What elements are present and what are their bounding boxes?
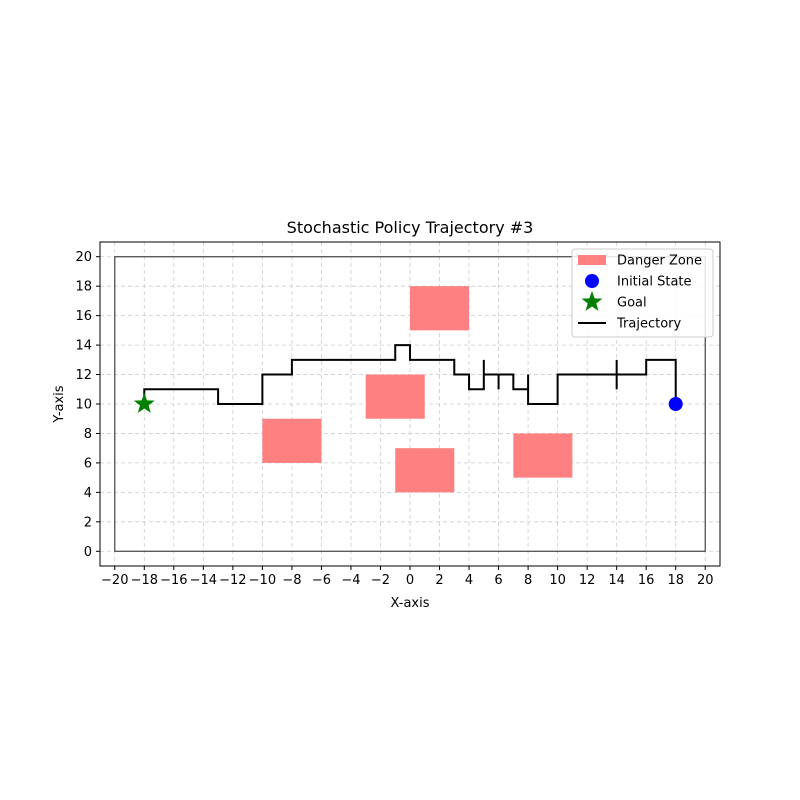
x-tick-label: 2 — [435, 573, 443, 588]
trajectory-layer — [143, 344, 677, 405]
x-tick-label: −18 — [131, 573, 158, 588]
danger-zone — [262, 418, 322, 463]
danger-zones-layer — [262, 286, 573, 493]
y-tick-label: 4 — [84, 486, 92, 501]
y-tick-label: 10 — [75, 398, 92, 413]
legend-label: Trajectory — [616, 317, 681, 332]
legend-goal-swatch — [581, 291, 603, 311]
y-tick-label: 0 — [84, 545, 92, 560]
markers-layer — [133, 393, 683, 413]
y-tick-label: 20 — [75, 250, 92, 265]
x-tick-label: 6 — [494, 573, 502, 588]
x-tick-label: 8 — [524, 573, 532, 588]
y-tick-label: 14 — [75, 339, 92, 354]
legend-initial-state-swatch — [585, 274, 599, 288]
environment-boundary — [114, 256, 706, 552]
legend-box — [571, 248, 714, 338]
x-tick-label: −2 — [371, 573, 390, 588]
x-tick-label: −12 — [219, 573, 246, 588]
x-ticks: −20 −18 −16 −14 −12 −10 −8 −6 −4 −2 0 2 4 6 8 10 12 14 16 1… — [101, 566, 714, 588]
y-axis-label: Y-axis — [52, 385, 67, 423]
x-tick-label: 20 — [697, 573, 714, 588]
x-tick-label: −4 — [341, 573, 360, 588]
x-tick-label: 18 — [667, 573, 684, 588]
legend: Danger Zone Initial State Goal Trajectory — [571, 248, 714, 338]
initial-state-marker — [668, 397, 683, 411]
danger-zone — [513, 433, 573, 478]
y-tick-label: 2 — [84, 515, 92, 530]
x-tick-label: 12 — [579, 573, 596, 588]
legend-danger-zone-swatch — [578, 255, 606, 265]
legend-label: Danger Zone — [617, 254, 702, 269]
x-tick-label: −16 — [160, 573, 187, 588]
chart-title: Stochastic Policy Trajectory #3 — [287, 218, 534, 237]
x-tick-label: 10 — [549, 573, 566, 588]
legend-label: Goal — [617, 296, 647, 311]
x-tick-label: 0 — [406, 573, 414, 588]
x-axis-label: X-axis — [391, 596, 430, 611]
y-tick-label: 18 — [75, 280, 92, 295]
goal-marker — [133, 393, 155, 413]
x-tick-label: −10 — [249, 573, 276, 588]
x-tick-label: −14 — [190, 573, 217, 588]
y-tick-label: 6 — [84, 456, 92, 471]
y-tick-label: 16 — [75, 309, 92, 324]
y-ticks: 0 2 4 6 8 10 12 14 16 18 20 — [75, 250, 100, 560]
y-tick-label: 12 — [75, 368, 92, 383]
x-tick-label: 16 — [638, 573, 655, 588]
legend-label: Initial State — [617, 275, 692, 290]
x-tick-label: −6 — [312, 573, 331, 588]
y-tick-label: 8 — [84, 427, 92, 442]
trajectory-line — [143, 344, 677, 405]
x-tick-label: 4 — [465, 573, 473, 588]
danger-zone — [410, 286, 470, 331]
x-tick-label: −8 — [282, 573, 301, 588]
x-tick-label: 14 — [608, 573, 625, 588]
danger-zone — [365, 374, 425, 419]
x-tick-label: −20 — [101, 573, 128, 588]
boundary-layer — [114, 256, 706, 552]
danger-zone — [395, 448, 455, 493]
